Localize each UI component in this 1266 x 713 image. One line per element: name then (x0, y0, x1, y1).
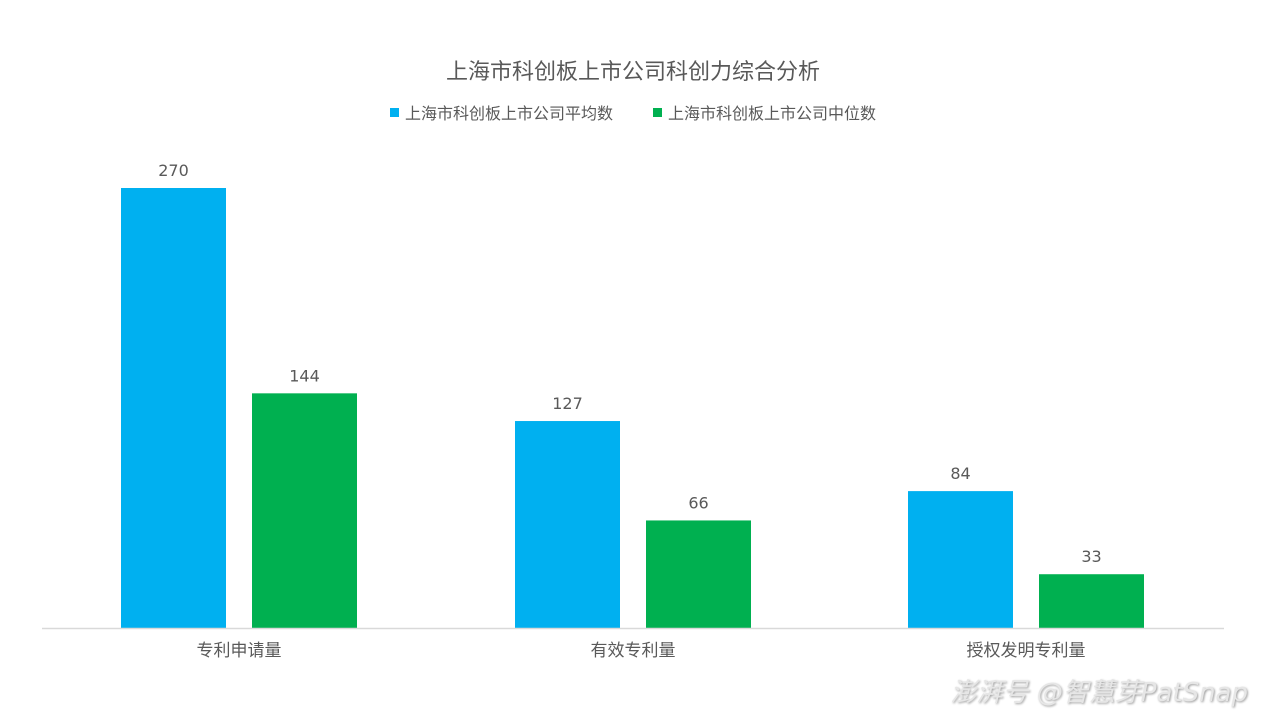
legend-label-mean: 上海市科创板上市公司平均数 (404, 104, 613, 123)
bar-median (1039, 574, 1144, 628)
legend-label-median: 上海市科创板上市公司中位数 (668, 104, 877, 123)
x-tick-label: 专利申请量 (197, 641, 282, 661)
legend-swatch-median (653, 107, 662, 117)
bar-mean (908, 491, 1013, 628)
bar-median (646, 520, 751, 628)
bar-mean (515, 421, 620, 628)
legend: 上海市科创板上市公司平均数 上海市科创板上市公司中位数 (0, 100, 1266, 124)
data-label: 127 (552, 394, 583, 413)
data-label: 66 (688, 493, 708, 512)
data-label: 270 (158, 161, 189, 180)
data-label: 144 (289, 366, 320, 385)
legend-swatch-mean (389, 107, 399, 117)
legend-item-median: 上海市科创板上市公司中位数 (653, 100, 876, 124)
chart-title: 上海市科创板上市公司科创力综合分析 (445, 60, 820, 85)
legend-item-mean: 上海市科创板上市公司平均数 (389, 100, 613, 124)
data-label: 84 (950, 464, 970, 483)
data-label: 33 (1081, 547, 1101, 566)
x-tick-label: 有效专利量 (591, 641, 676, 661)
bar-mean (121, 188, 226, 628)
x-tick-label: 授权发明专利量 (967, 641, 1086, 661)
bar-median (252, 393, 357, 628)
watermark: 澎湃号 @智慧芽PatSnap (950, 678, 1249, 708)
